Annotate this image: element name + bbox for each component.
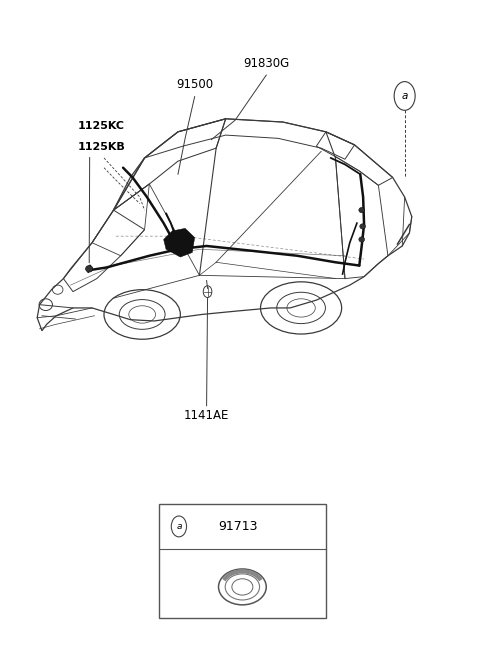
Text: 1125KB: 1125KB [78,141,125,151]
Polygon shape [164,229,195,257]
Text: 91500: 91500 [176,79,213,92]
Text: 1141AE: 1141AE [184,409,229,422]
Bar [159,504,326,618]
Ellipse shape [359,237,364,242]
Text: 1125KC: 1125KC [78,121,125,130]
Text: a: a [176,522,181,531]
Text: a: a [401,91,408,101]
Text: 91830G: 91830G [243,57,289,70]
Text: 91713: 91713 [218,520,257,533]
Ellipse shape [85,265,93,272]
Ellipse shape [360,224,365,229]
Ellipse shape [359,208,364,213]
